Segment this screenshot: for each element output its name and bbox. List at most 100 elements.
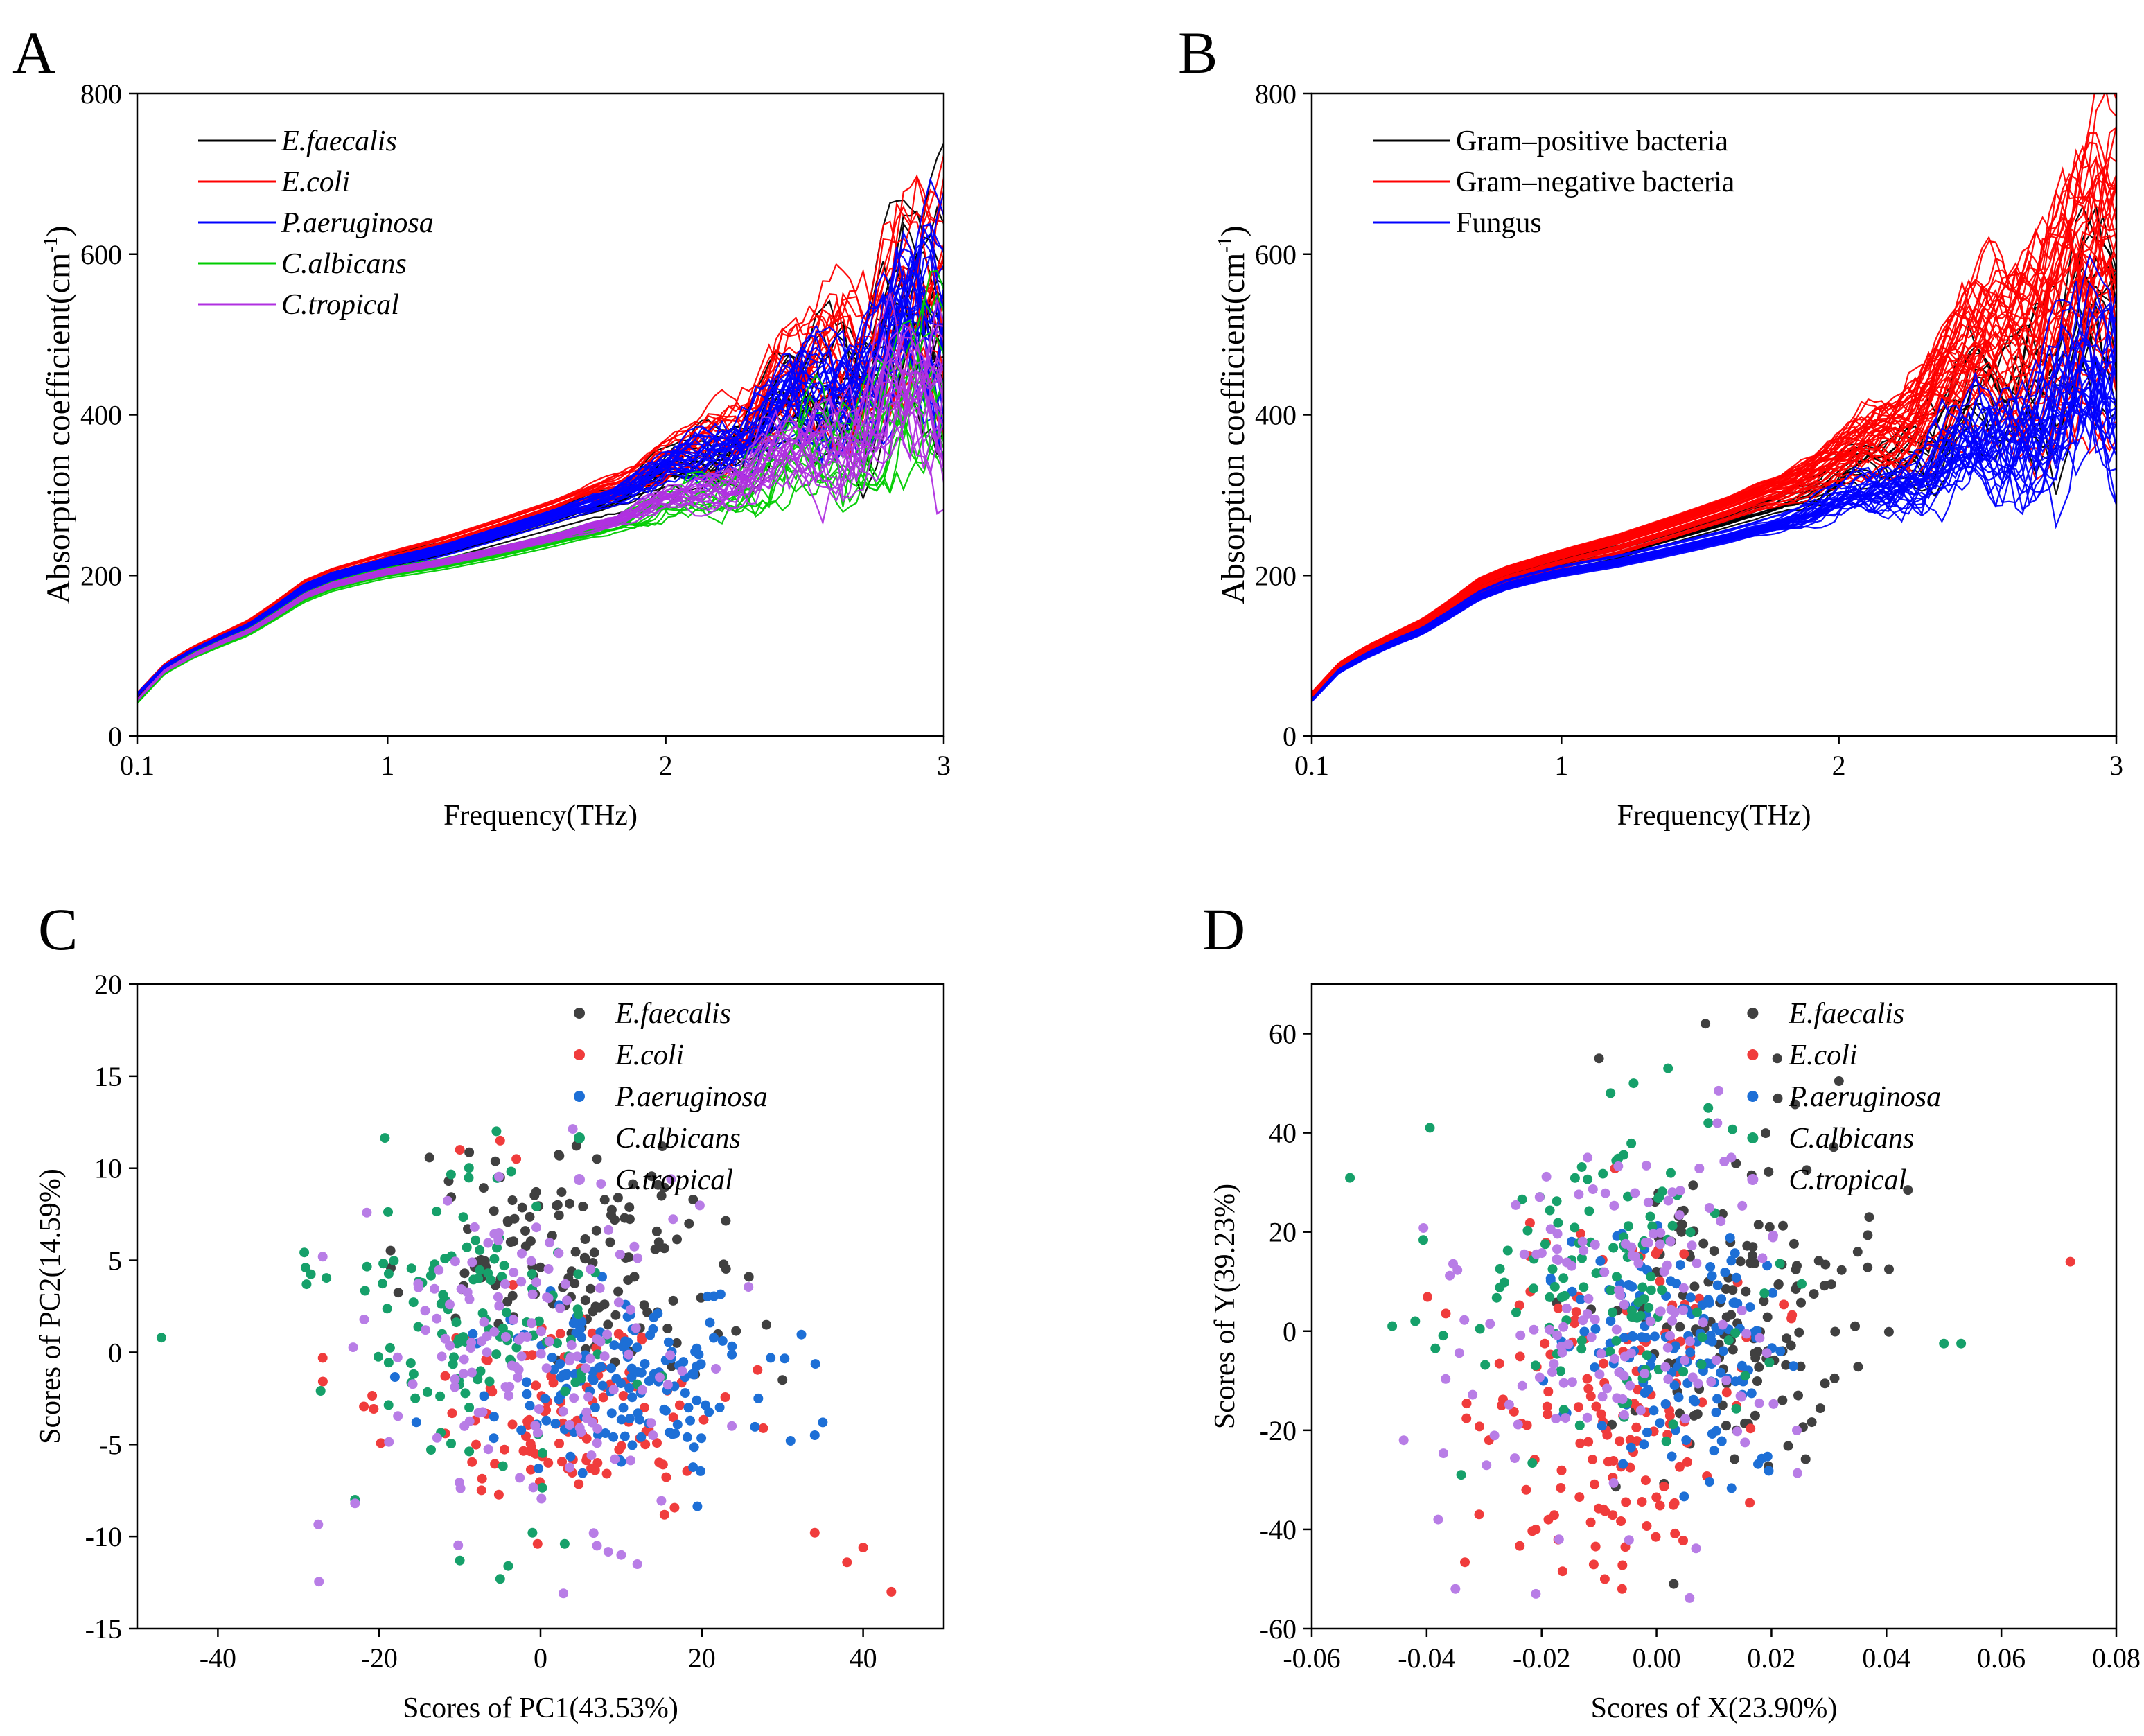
data-point bbox=[503, 1561, 513, 1571]
legend-label: P.aeruginosa bbox=[615, 1081, 768, 1113]
data-point bbox=[809, 1430, 820, 1440]
data-point bbox=[1696, 1359, 1707, 1369]
data-point bbox=[1617, 1394, 1628, 1404]
data-point bbox=[1626, 1312, 1637, 1322]
data-point bbox=[1718, 1319, 1728, 1330]
y-tick-label: 0 bbox=[1283, 721, 1297, 752]
data-point bbox=[1590, 1324, 1601, 1334]
data-point bbox=[1647, 1221, 1658, 1231]
data-point bbox=[1570, 1222, 1580, 1233]
curve bbox=[137, 369, 944, 701]
data-point bbox=[590, 1465, 600, 1475]
x-tick-label: 0.08 bbox=[2092, 1642, 2141, 1674]
data-point bbox=[637, 1385, 647, 1395]
data-point bbox=[656, 1191, 667, 1201]
data-point bbox=[469, 1222, 480, 1232]
data-point bbox=[1783, 1441, 1793, 1451]
y-axis-label-main: Absorption coefficient(cm bbox=[1215, 253, 1251, 604]
data-point bbox=[592, 1423, 603, 1434]
data-point bbox=[393, 1288, 403, 1298]
data-point bbox=[1735, 1256, 1746, 1267]
data-point bbox=[1475, 1324, 1485, 1334]
data-point bbox=[1753, 1220, 1764, 1230]
data-point bbox=[1707, 1429, 1717, 1439]
data-point bbox=[507, 1195, 518, 1205]
data-point bbox=[1502, 1245, 1513, 1256]
data-point bbox=[501, 1307, 511, 1317]
data-point bbox=[1685, 1347, 1696, 1358]
data-point bbox=[602, 1329, 613, 1340]
data-point bbox=[599, 1351, 610, 1362]
data-point bbox=[663, 1337, 674, 1347]
data-point bbox=[475, 1366, 486, 1376]
data-point bbox=[1759, 1288, 1770, 1299]
data-point bbox=[1461, 1399, 1472, 1409]
data-point bbox=[475, 1265, 485, 1275]
data-point bbox=[359, 1315, 369, 1324]
data-point bbox=[385, 1245, 396, 1256]
legend-marker bbox=[574, 1091, 585, 1102]
data-point bbox=[369, 1404, 379, 1414]
data-point bbox=[1590, 1479, 1599, 1489]
data-point bbox=[529, 1190, 540, 1200]
data-point bbox=[1628, 1331, 1638, 1342]
data-point bbox=[1618, 1459, 1628, 1469]
data-point bbox=[1698, 1317, 1708, 1328]
data-point bbox=[1439, 1448, 1448, 1459]
data-point bbox=[559, 1588, 569, 1599]
data-point bbox=[1606, 1088, 1616, 1098]
data-point bbox=[315, 1386, 326, 1396]
data-point bbox=[536, 1349, 546, 1359]
y-axis-label-main: Absorption coefficient(cm bbox=[40, 253, 77, 604]
data-point bbox=[1685, 1292, 1696, 1303]
data-point bbox=[648, 1430, 658, 1441]
data-point bbox=[1852, 1247, 1863, 1257]
data-point bbox=[477, 1407, 488, 1417]
data-point bbox=[761, 1319, 771, 1330]
y-tick-label: 800 bbox=[1255, 78, 1297, 109]
data-point bbox=[510, 1361, 520, 1371]
data-point bbox=[531, 1380, 541, 1391]
data-point bbox=[569, 1393, 579, 1403]
data-point bbox=[1712, 1118, 1723, 1128]
data-point bbox=[490, 1156, 500, 1166]
data-point bbox=[440, 1254, 450, 1264]
data-point bbox=[1521, 1484, 1531, 1495]
data-point bbox=[588, 1528, 599, 1538]
data-point bbox=[1706, 1377, 1716, 1387]
data-point bbox=[317, 1252, 328, 1262]
data-point bbox=[443, 1195, 452, 1206]
data-point bbox=[702, 1291, 712, 1301]
data-point bbox=[383, 1400, 394, 1410]
data-point bbox=[1689, 1410, 1699, 1421]
data-point bbox=[408, 1297, 419, 1308]
data-point bbox=[536, 1493, 547, 1504]
data-point bbox=[1707, 1271, 1717, 1281]
data-point bbox=[1515, 1330, 1526, 1340]
data-point bbox=[1448, 1259, 1458, 1269]
data-point bbox=[758, 1423, 768, 1433]
data-point bbox=[484, 1376, 495, 1387]
y-axis-label: Scores of PC2(14.59%) bbox=[35, 1168, 67, 1444]
data-point bbox=[1712, 1280, 1723, 1290]
data-point bbox=[1557, 1347, 1567, 1358]
data-point bbox=[432, 1207, 442, 1217]
y-tick-label: 800 bbox=[80, 78, 122, 109]
x-axis-label: Frequency(THz) bbox=[443, 800, 638, 832]
data-point bbox=[350, 1498, 360, 1509]
data-point bbox=[1819, 1281, 1829, 1291]
data-point bbox=[613, 1193, 623, 1203]
data-point bbox=[438, 1290, 448, 1300]
data-point bbox=[1778, 1220, 1788, 1231]
data-point bbox=[1531, 1588, 1541, 1599]
data-point bbox=[692, 1395, 702, 1405]
data-point bbox=[1703, 1103, 1714, 1113]
data-point bbox=[1836, 1265, 1847, 1275]
data-point bbox=[498, 1461, 508, 1471]
y-axis-label-end: ) bbox=[40, 225, 77, 236]
data-point bbox=[1582, 1374, 1592, 1384]
legend-marker bbox=[574, 1174, 585, 1185]
data-point bbox=[1418, 1223, 1429, 1233]
data-point bbox=[639, 1300, 649, 1310]
data-point bbox=[531, 1201, 542, 1211]
